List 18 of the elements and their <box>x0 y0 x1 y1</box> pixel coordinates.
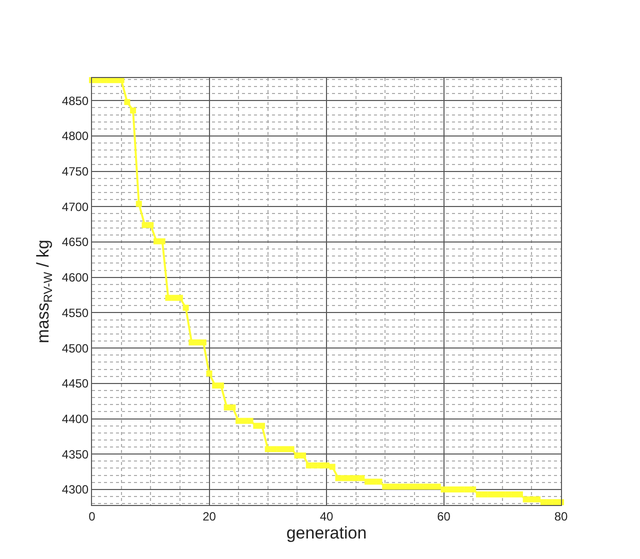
x-tick-label: 20 <box>202 509 216 524</box>
y-tick-label: 4300 <box>62 482 89 497</box>
y-tick-label: 4550 <box>62 306 89 320</box>
y-tick-label: 4700 <box>62 200 89 214</box>
y-tick-label: 4400 <box>62 412 89 426</box>
x-tick-label: 80 <box>554 509 568 524</box>
x-axis-title: generation <box>286 523 367 542</box>
y-tick-label: 4800 <box>62 129 89 144</box>
y-tick-label: 4850 <box>62 94 89 108</box>
y-tick-label: 4500 <box>62 341 89 356</box>
x-tick-label: 60 <box>437 509 451 524</box>
x-tick-label: 40 <box>320 509 334 524</box>
y-tick-label: 4350 <box>62 447 89 462</box>
y-tick-label: 4450 <box>62 376 89 391</box>
y-tick-label: 4750 <box>62 164 89 179</box>
y-tick-label: 4600 <box>62 270 89 285</box>
x-tick-label: 0 <box>88 509 96 524</box>
y-tick-label: 4650 <box>62 235 89 250</box>
